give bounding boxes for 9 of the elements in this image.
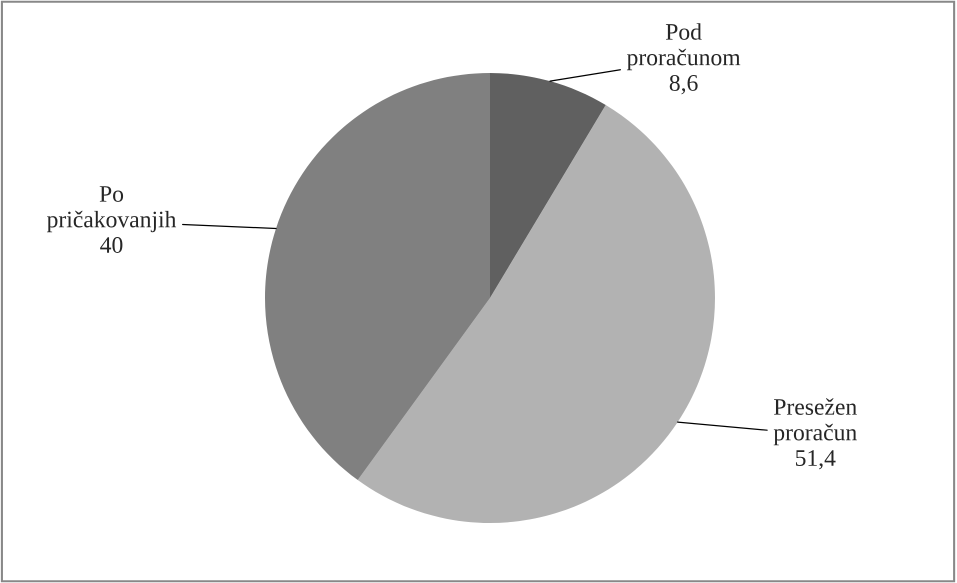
pie-slice: [358, 105, 715, 523]
slice-label: Presežen proračun: [774, 398, 857, 446]
data-label: 40: [100, 237, 122, 253]
data-label: 8,6: [670, 74, 698, 94]
slice-label: Pod proračunom: [626, 23, 740, 70]
pie-slice: [490, 73, 606, 298]
pie-slice: [265, 73, 490, 480]
slice-label: Po pričakovanjih: [46, 186, 176, 232]
data-label: 51,4: [796, 450, 836, 470]
